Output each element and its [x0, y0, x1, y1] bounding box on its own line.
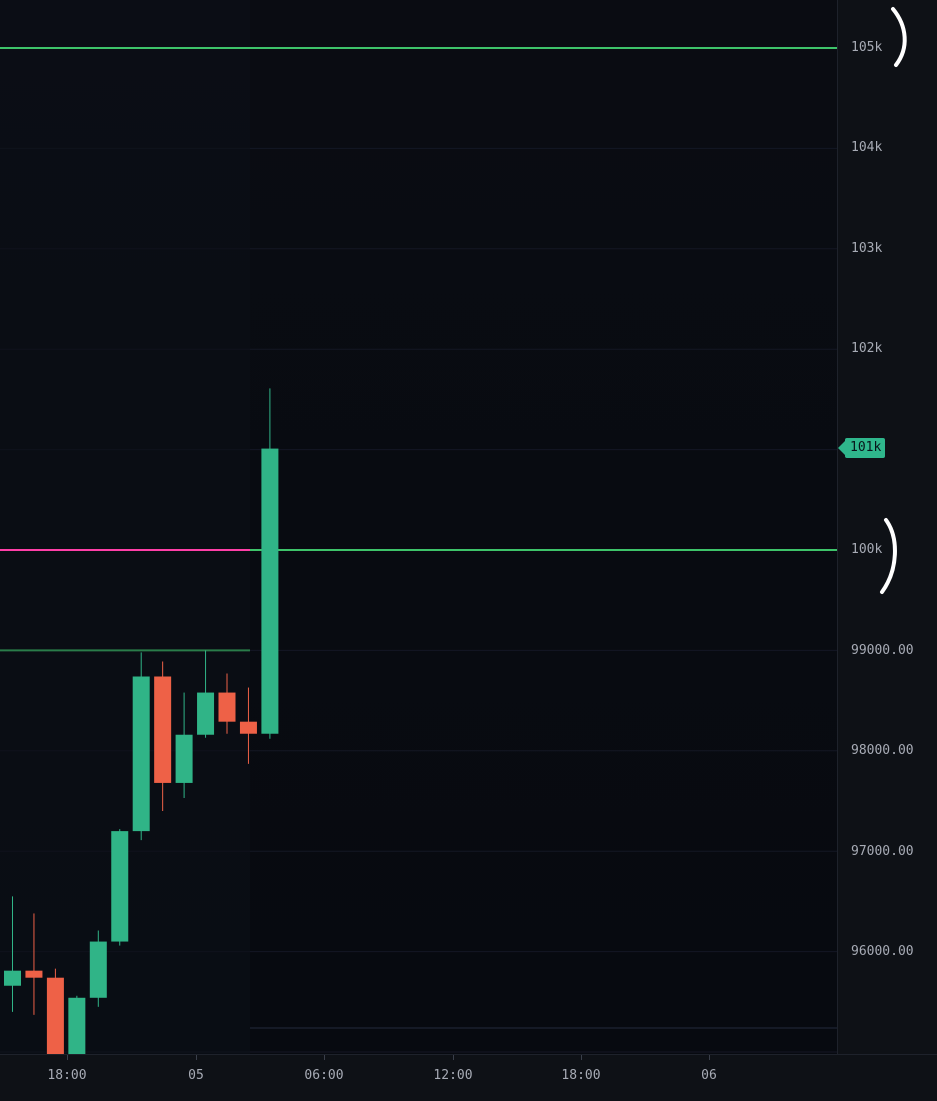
candle-down: [46, 977, 64, 1054]
candle-up: [68, 997, 86, 1054]
time-label-06: 06: [701, 1068, 717, 1083]
bottom-band: [250, 1027, 837, 1029]
price-label-105k: 105k: [851, 40, 883, 55]
time-label-1200: 12:00: [433, 1068, 473, 1083]
candle-up: [132, 676, 150, 832]
price-label-98000: 98000.00: [851, 743, 914, 758]
time-label-1800-b: 18:00: [561, 1068, 601, 1083]
candle-up: [4, 970, 21, 986]
candle-up: [111, 831, 129, 942]
time-label-0600: 06:00: [304, 1068, 344, 1083]
price-label-96000: 96000.00: [851, 944, 914, 959]
chart-plot-area[interactable]: [0, 0, 837, 1054]
time-label-05: 05: [188, 1068, 204, 1083]
chart-svg[interactable]: [0, 0, 837, 1054]
candle-down: [25, 970, 43, 978]
price-label-102k: 102k: [851, 341, 883, 356]
time-tick: [581, 1055, 582, 1060]
time-tick: [709, 1055, 710, 1060]
candle-up: [89, 941, 107, 998]
candle-up: [175, 734, 193, 783]
candle-down: [154, 676, 172, 783]
time-tick: [324, 1055, 325, 1060]
time-tick: [67, 1055, 68, 1060]
time-tick: [196, 1055, 197, 1060]
candle-up: [261, 448, 279, 734]
time-label-1800: 18:00: [47, 1068, 87, 1083]
price-axis[interactable]: 105k 104k 103k 102k 100k 99000.00 98000.…: [837, 0, 937, 1054]
current-price-badge: 101k: [837, 438, 886, 458]
price-label-104k: 104k: [851, 140, 883, 155]
candle-down: [239, 721, 257, 734]
time-axis[interactable]: 18:00 05 06:00 12:00 18:00 06: [0, 1054, 937, 1101]
candle-up: [197, 692, 215, 735]
price-label-100k: 100k: [851, 542, 883, 557]
price-label-103k: 103k: [851, 241, 883, 256]
price-label-99000: 99000.00: [851, 643, 914, 658]
price-label-97000: 97000.00: [851, 844, 914, 859]
time-tick: [453, 1055, 454, 1060]
candle-down: [218, 692, 236, 722]
